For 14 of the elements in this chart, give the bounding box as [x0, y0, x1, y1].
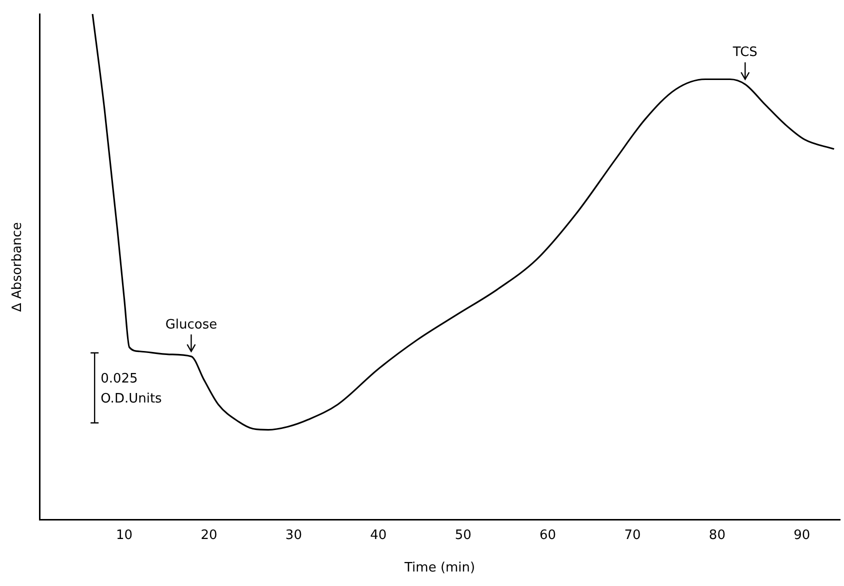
- y-axis-title: ∆ Absorbance: [10, 222, 26, 313]
- x-tick-label: 80: [708, 528, 726, 543]
- x-tick-label: 90: [794, 528, 810, 543]
- x-tick-label: 10: [116, 528, 133, 543]
- x-tick-label: 50: [454, 528, 472, 543]
- x-tick-label: 30: [285, 528, 302, 543]
- x-tick-label: 70: [624, 528, 641, 543]
- x-tick-label: 60: [540, 528, 556, 543]
- annotation: 0.025 O.D.Units: [100, 371, 162, 406]
- x-tick-label: 20: [200, 528, 218, 543]
- annotation: Glucose: [165, 317, 218, 332]
- x-axis-title: Time (min): [403, 560, 476, 576]
- x-tick-label: 40: [370, 528, 387, 543]
- annotation: TCS: [732, 45, 758, 60]
